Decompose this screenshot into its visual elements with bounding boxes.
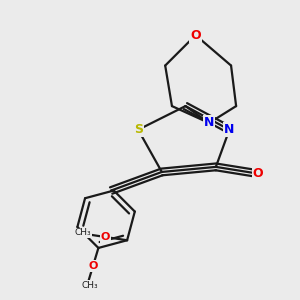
Text: O: O: [101, 232, 110, 242]
Text: O: O: [190, 29, 201, 42]
Text: S: S: [134, 123, 143, 136]
Text: CH₃: CH₃: [75, 228, 91, 237]
Text: N: N: [204, 116, 214, 130]
Text: CH₃: CH₃: [81, 281, 98, 290]
Text: N: N: [224, 123, 235, 136]
Text: O: O: [253, 167, 263, 180]
Text: O: O: [88, 261, 98, 271]
